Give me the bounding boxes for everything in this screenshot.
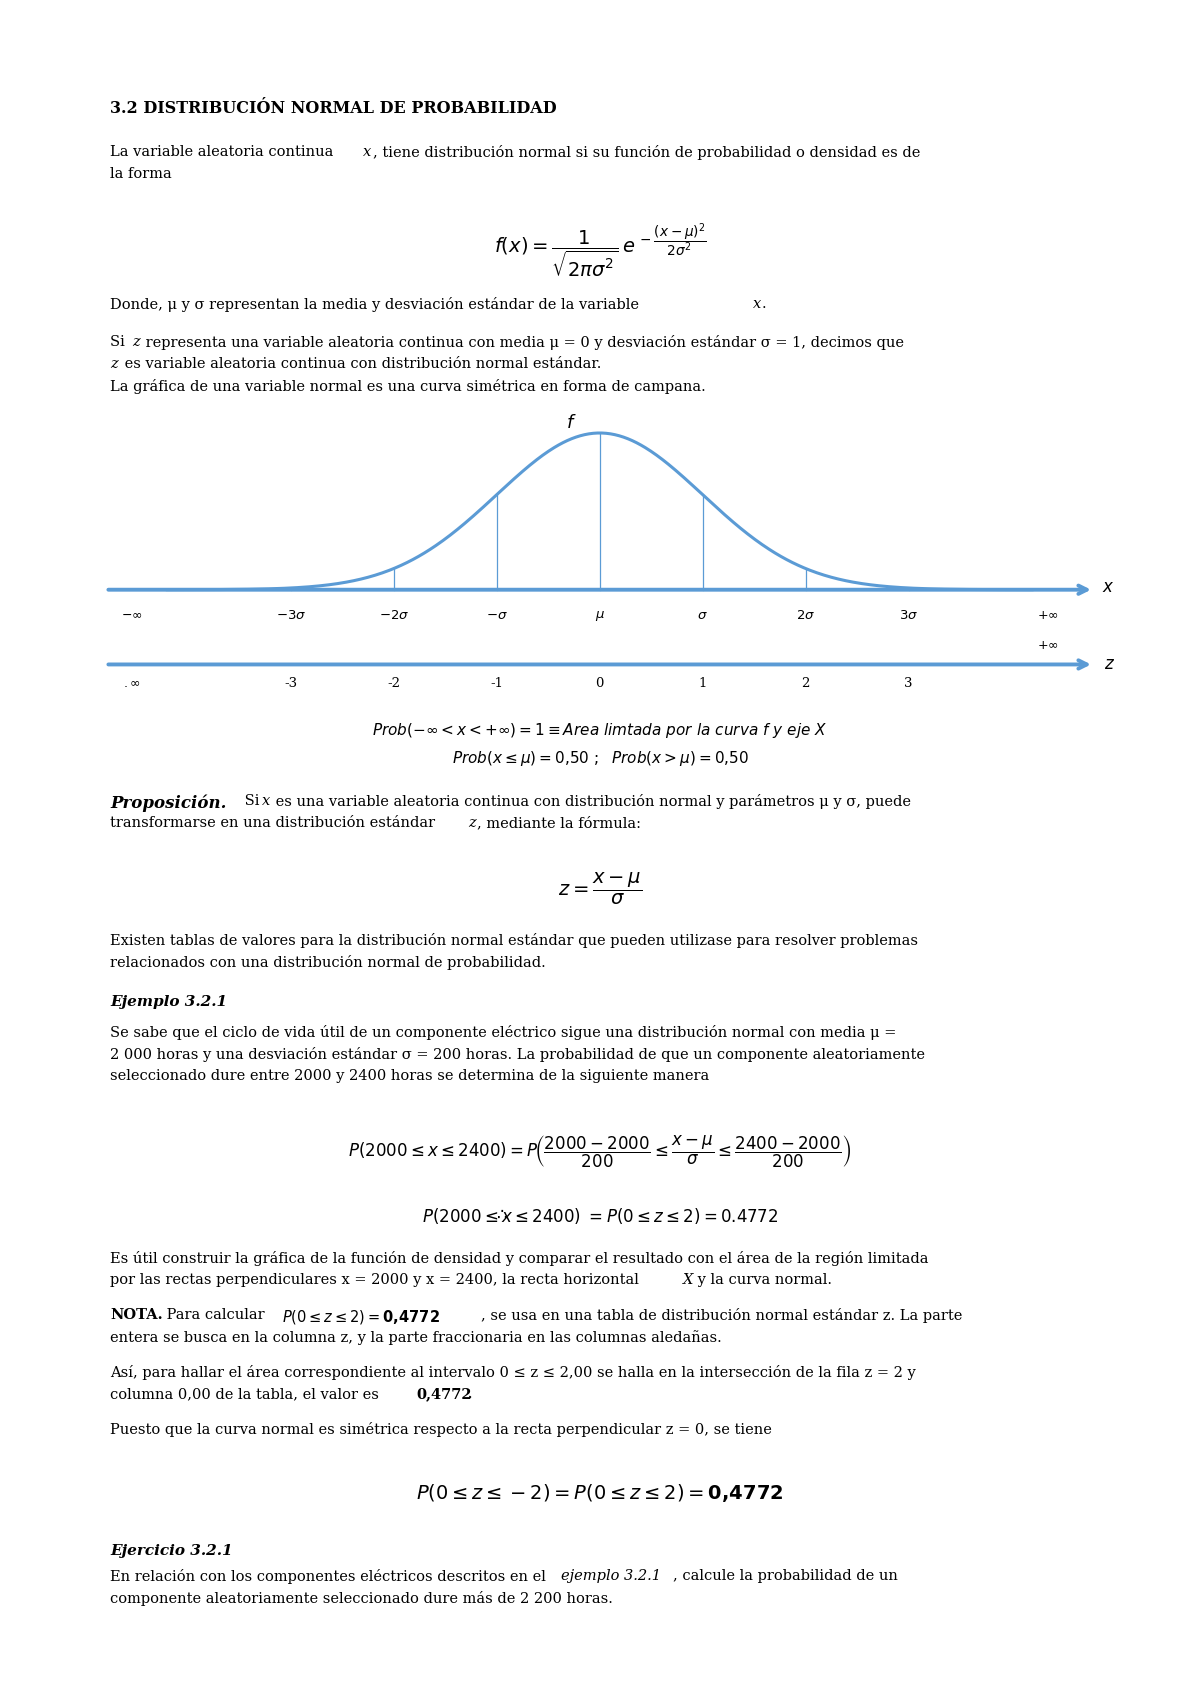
- Text: z: z: [468, 816, 475, 830]
- Text: relacionados con una distribución normal de probabilidad.: relacionados con una distribución normal…: [110, 955, 546, 971]
- Text: seleccionado dure entre 2000 y 2400 horas se determina de la siguiente manera: seleccionado dure entre 2000 y 2400 hora…: [110, 1069, 709, 1083]
- Text: $-2\sigma$: $-2\sigma$: [379, 609, 409, 621]
- Text: 0,4772: 0,4772: [416, 1386, 472, 1402]
- Text: Es útil construir la gráfica de la función de densidad y comparar el resultado c: Es útil construir la gráfica de la funci…: [110, 1251, 929, 1266]
- Text: x: x: [364, 144, 371, 160]
- Text: 2 000 horas y una desviación estándar σ = 200 horas. La probabilidad de que un c: 2 000 horas y una desviación estándar σ …: [110, 1047, 925, 1062]
- Text: $z = \dfrac{x - \mu}{\sigma}$: $z = \dfrac{x - \mu}{\sigma}$: [558, 871, 642, 908]
- Text: , mediante la fórmula:: , mediante la fórmula:: [476, 816, 641, 830]
- Text: ejemplo 3.2.1: ejemplo 3.2.1: [562, 1570, 661, 1583]
- Text: NOTA.: NOTA.: [110, 1308, 163, 1322]
- Text: -2: -2: [388, 677, 401, 689]
- Text: x: x: [262, 794, 270, 808]
- Text: $+\infty$: $+\infty$: [1037, 640, 1058, 652]
- Text: Proposición.: Proposición.: [110, 794, 227, 811]
- Text: $+\infty$: $+\infty$: [1037, 609, 1058, 621]
- Text: es variable aleatoria continua con distribución normal estándar.: es variable aleatoria continua con distr…: [120, 356, 601, 372]
- Text: z: z: [132, 334, 139, 350]
- Text: $-\sigma$: $-\sigma$: [486, 609, 508, 621]
- Text: -3: -3: [284, 677, 298, 689]
- Text: $P(0 \leq z \leq 2) = \mathbf{0{,}4772}$: $P(0 \leq z \leq 2) = \mathbf{0{,}4772}$: [282, 1308, 440, 1325]
- Text: , se usa en una tabla de distribución normal estándar z. La parte: , se usa en una tabla de distribución no…: [481, 1308, 962, 1324]
- Text: $P(2000 \leq x \leq 2400) \ = P(0 \leq z \leq 2) = 0.4772$: $P(2000 \leq x \leq 2400) \ = P(0 \leq z…: [421, 1207, 779, 1225]
- Text: $f(x) = \dfrac{1}{\sqrt{2\pi\sigma^2}}\,e^{\,-\dfrac{(x-\mu)^2}{2\sigma^2}}$: $f(x) = \dfrac{1}{\sqrt{2\pi\sigma^2}}\,…: [493, 222, 707, 280]
- Text: $-\infty$: $-\infty$: [120, 609, 142, 621]
- Text: Ejemplo 3.2.1: Ejemplo 3.2.1: [110, 994, 227, 1010]
- Text: $.\infty$: $.\infty$: [122, 677, 140, 689]
- Text: 0: 0: [595, 677, 604, 689]
- Text: transformarse en una distribución estándar: transformarse en una distribución estánd…: [110, 816, 439, 830]
- Text: 2: 2: [802, 677, 810, 689]
- Text: X: X: [683, 1273, 694, 1286]
- Text: $3\sigma$: $3\sigma$: [899, 609, 918, 621]
- Text: columna 0,00 de la tabla, el valor es: columna 0,00 de la tabla, el valor es: [110, 1386, 384, 1402]
- Text: -1: -1: [491, 677, 503, 689]
- Text: $P(2000 \leq x \leq 2400) = P\!\left(\dfrac{2000-2000}{200} \leq \dfrac{x-\mu}{\: $P(2000 \leq x \leq 2400) = P\!\left(\df…: [348, 1134, 852, 1171]
- Text: .: .: [762, 297, 767, 311]
- Text: $-3\sigma$: $-3\sigma$: [276, 609, 306, 621]
- Text: $f$: $f$: [566, 414, 577, 431]
- Text: , tiene distribución normal si su función de probabilidad o densidad es de: , tiene distribución normal si su funció…: [373, 144, 920, 160]
- Text: entera se busca en la columna z, y la parte fraccionaria en las columnas aledaña: entera se busca en la columna z, y la pa…: [110, 1330, 721, 1346]
- Text: La variable aleatoria continua: La variable aleatoria continua: [110, 144, 338, 160]
- Text: Así, para hallar el área correspondiente al intervalo 0 ≤ z ≤ 2,00 se halla en l: Así, para hallar el área correspondiente…: [110, 1364, 916, 1380]
- Text: por las rectas perpendiculares x = 2000 y x = 2400, la recta horizontal: por las rectas perpendiculares x = 2000 …: [110, 1273, 643, 1286]
- Text: , calcule la probabilidad de un: , calcule la probabilidad de un: [673, 1570, 898, 1583]
- Text: es una variable aleatoria continua con distribución normal y parámetros μ y σ, p: es una variable aleatoria continua con d…: [271, 794, 911, 809]
- Text: $\mathit{Prob(x \leq \mu) = 0{,}50\ ;\ \ Prob(x > \mu) = 0{,}50}$: $\mathit{Prob(x \leq \mu) = 0{,}50\ ;\ \…: [451, 748, 749, 769]
- Text: Si: Si: [110, 334, 130, 350]
- Text: Ejercicio 3.2.1: Ejercicio 3.2.1: [110, 1544, 233, 1558]
- Text: representa una variable aleatoria continua con media μ = 0 y desviación estándar: representa una variable aleatoria contin…: [142, 334, 904, 350]
- Text: z: z: [110, 356, 118, 372]
- Text: Donde, μ y σ representan la media y desviación estándar de la variable: Donde, μ y σ representan la media y desv…: [110, 297, 643, 312]
- Text: $\mu$: $\mu$: [595, 609, 605, 623]
- Text: Si: Si: [240, 794, 264, 808]
- Text: $z$: $z$: [1104, 657, 1115, 674]
- Text: 1: 1: [698, 677, 707, 689]
- Text: Existen tablas de valores para la distribución normal estándar que pueden utiliz: Existen tablas de valores para la distri…: [110, 933, 918, 949]
- Text: Para calcular: Para calcular: [162, 1308, 274, 1322]
- Text: componente aleatoriamente seleccionado dure más de 2 200 horas.: componente aleatoriamente seleccionado d…: [110, 1592, 613, 1605]
- Text: la forma: la forma: [110, 166, 172, 182]
- Text: La gráfica de una variable normal es una curva simétrica en forma de campana.: La gráfica de una variable normal es una…: [110, 378, 706, 394]
- Text: Puesto que la curva normal es simétrica respecto a la recta perpendicular z = 0,: Puesto que la curva normal es simétrica …: [110, 1422, 772, 1437]
- Text: .: .: [468, 1386, 473, 1402]
- Text: 3.2 DISTRIBUCIÓN NORMAL DE PROBABILIDAD: 3.2 DISTRIBUCIÓN NORMAL DE PROBABILIDAD: [110, 100, 557, 117]
- Text: y la curva normal.: y la curva normal.: [694, 1273, 832, 1286]
- Text: $\therefore$: $\therefore$: [493, 1207, 508, 1224]
- Text: x: x: [754, 297, 761, 311]
- Text: 3: 3: [905, 677, 913, 689]
- Text: En relación con los componentes eléctricos descritos en el: En relación con los componentes eléctric…: [110, 1570, 551, 1583]
- Text: $P(0 \leq z \leq -2) = P(0 \leq z \leq 2) = \mathbf{0{,}4772}$: $P(0 \leq z \leq -2) = P(0 \leq z \leq 2…: [416, 1481, 784, 1504]
- Text: $2\sigma$: $2\sigma$: [796, 609, 815, 621]
- Text: $\mathit{Prob(-\infty < x < +\infty) = 1 \equiv Area\ limtada\ por\ la\ curva\ f: $\mathit{Prob(-\infty < x < +\infty) = 1…: [372, 721, 828, 740]
- Text: $x$: $x$: [1102, 579, 1115, 596]
- Text: $\sigma$: $\sigma$: [697, 609, 708, 621]
- Text: Se sabe que el ciclo de vida útil de un componente eléctrico sigue una distribuc: Se sabe que el ciclo de vida útil de un …: [110, 1025, 896, 1040]
